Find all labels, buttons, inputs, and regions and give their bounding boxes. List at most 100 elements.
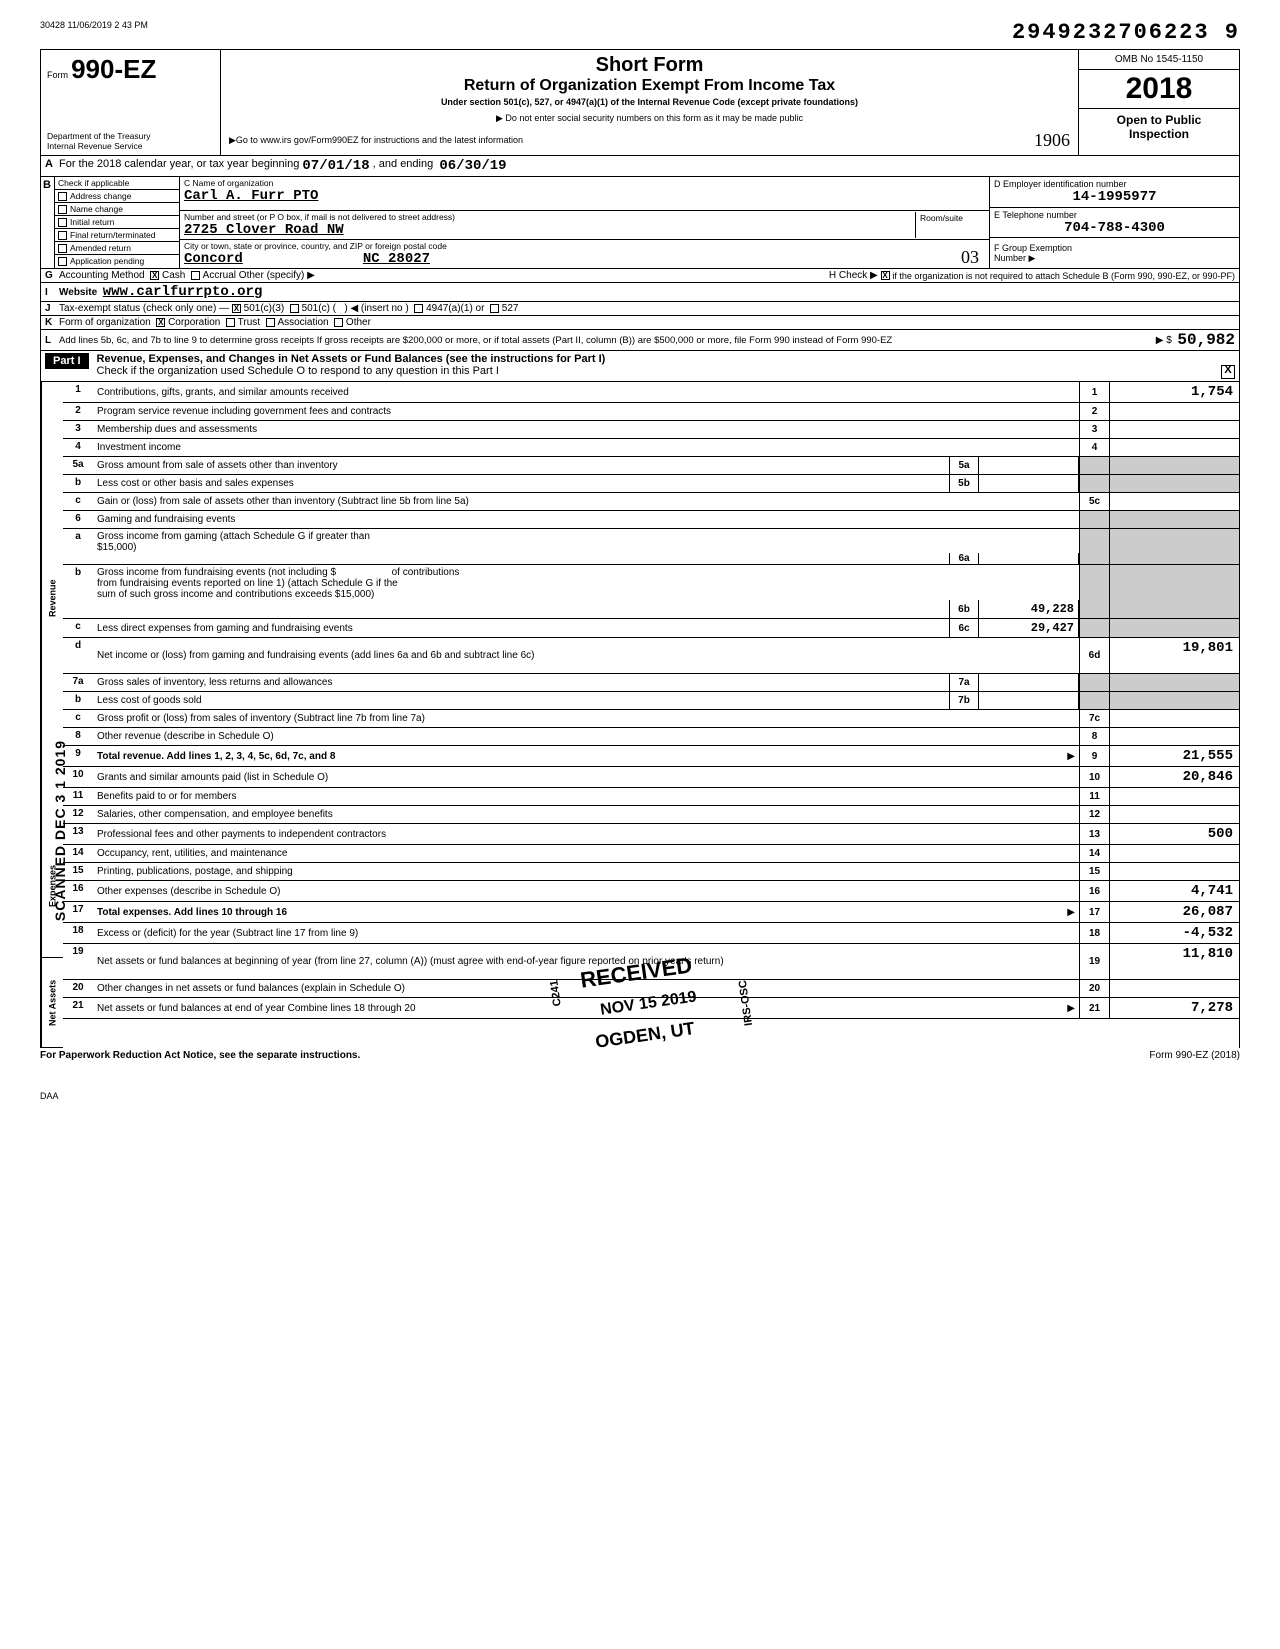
checkbox-501c3[interactable]: X [232,304,241,313]
checkbox-h[interactable]: X [881,271,890,280]
b-check-applicable: Check if applicable [55,177,179,190]
checkbox-final-return[interactable] [58,231,67,240]
ln7a-shade2 [1109,674,1239,691]
part-i-title: Revenue, Expenses, and Changes in Net As… [97,353,1235,365]
checkbox-501c[interactable] [290,304,299,313]
ln5c-desc: Gain or (loss) from sale of assets other… [93,493,1079,510]
ln6a-d1: Gross income from gaming (attach Schedul… [97,531,370,542]
ln4-n: 4 [63,439,93,456]
ln19-on: 19 [1079,944,1109,979]
ln16-desc: Other expenses (describe in Schedule O) [93,881,1079,901]
room-label: Room/suite [920,213,963,223]
ln1-n: 1 [63,382,93,402]
l-arrow-dollar: ▶ $ [1156,335,1172,346]
ln20-n: 20 [63,980,93,997]
checkbox-accrual[interactable] [191,271,200,280]
ln5b-iv [979,475,1079,492]
dept-treasury: Department of the Treasury [47,131,214,141]
ln3-desc: Membership dues and assessments [93,421,1079,438]
ln20-desc: Other changes in net assets or fund bala… [93,980,1079,997]
ln6c-iv: 29,427 [979,619,1079,637]
ln17-on: 17 [1079,902,1109,922]
form-subtitle: Return of Organization Exempt From Incom… [229,77,1070,95]
ln20-val [1109,980,1239,997]
form-title: Short Form [229,54,1070,77]
ln19-n: 19 [63,944,93,979]
handwritten-03: 03 [961,247,979,268]
checkbox-address-change[interactable] [58,192,67,201]
ln6b-shade [1079,565,1109,618]
part-i-check-line: Check if the organization used Schedule … [97,365,499,379]
ln5c-n: c [63,493,93,510]
ln2-val [1109,403,1239,420]
j-label: Tax-exempt status (check only one) — [59,303,229,314]
checkbox-app-pending[interactable] [58,257,67,266]
ln6b-iv: 49,228 [979,600,1079,618]
checkbox-name-change[interactable] [58,205,67,214]
ln14-desc: Occupancy, rent, utilities, and maintena… [93,845,1079,862]
ln4-desc: Investment income [93,439,1079,456]
row-A-mid: , and ending [373,158,434,174]
gross-receipts: 50,982 [1177,331,1235,349]
ln10-on: 10 [1079,767,1109,787]
ln3-val [1109,421,1239,438]
ln10-desc: Grants and similar amounts paid (list in… [93,767,1079,787]
ln6b-shade2 [1109,565,1239,618]
footer-daa: DAA [40,1091,1240,1101]
checkbox-trust[interactable] [226,318,235,327]
checkbox-4947[interactable] [414,304,423,313]
ln4-val [1109,439,1239,456]
ln6c-in: 6c [949,619,979,637]
ln6b-in: 6b [949,600,979,618]
ln18-val: -4,532 [1109,923,1239,943]
checkbox-527[interactable] [490,304,499,313]
header-arrow2: Go to www.irs gov/Form990EZ for instruct… [236,135,523,145]
checkbox-corp[interactable]: X [156,318,165,327]
header-arrow1: Do not enter social security numbers on … [505,113,803,123]
b-amended: Amended return [70,243,131,253]
k-assoc: Association [277,317,328,328]
ln11-on: 11 [1079,788,1109,805]
checkbox-part-i-scho[interactable]: X [1221,365,1235,379]
ln17-arrow: ▶ [1067,907,1075,918]
ln9-on: 9 [1079,746,1109,766]
checkbox-other[interactable] [334,318,343,327]
ln7b-n: b [63,692,93,709]
ln6-desc: Gaming and fundraising events [93,511,1079,528]
ln5a-iv [979,457,1079,474]
ln21-arrow: ▶ [1067,1003,1075,1014]
ln13-val: 500 [1109,824,1239,844]
ln8-val [1109,728,1239,745]
ln1-on: 1 [1079,382,1109,402]
org-state-zip: NC 28027 [363,251,430,267]
checkbox-initial-return[interactable] [58,218,67,227]
ln5b-shade2 [1109,475,1239,492]
ln6-shade [1079,511,1109,528]
ln7b-in: 7b [949,692,979,709]
ln5b-desc: Less cost or other basis and sales expen… [93,475,949,492]
ln17-desc: Total expenses. Add lines 10 through 16 [97,907,287,918]
ln5c-on: 5c [1079,493,1109,510]
ln6-n: 6 [63,511,93,528]
ln6b-d2: from fundraising events reported on line… [97,578,398,589]
checkbox-cash[interactable]: X [150,271,159,280]
ln5b-in: 5b [949,475,979,492]
part-i-label: Part I [45,353,89,369]
side-netassets: Net Assets [41,958,63,1048]
ln11-val [1109,788,1239,805]
ln6d-on: 6d [1079,638,1109,673]
b-final-return: Final return/terminated [70,230,156,240]
ein: 14-1995977 [994,189,1235,205]
checkbox-assoc[interactable] [266,318,275,327]
ln19-val: 11,810 [1109,944,1239,979]
checkbox-amended[interactable] [58,244,67,253]
ln7a-in: 7a [949,674,979,691]
ln7a-iv [979,674,1079,691]
ln12-on: 12 [1079,806,1109,823]
j-501c-b: ) ◀ (insert no ) [344,303,408,314]
ln5a-shade [1079,457,1109,474]
ln7c-val [1109,710,1239,727]
f-label: F Group Exemption [994,243,1235,253]
ln3-on: 3 [1079,421,1109,438]
open-public-1: Open to Public [1083,113,1235,127]
